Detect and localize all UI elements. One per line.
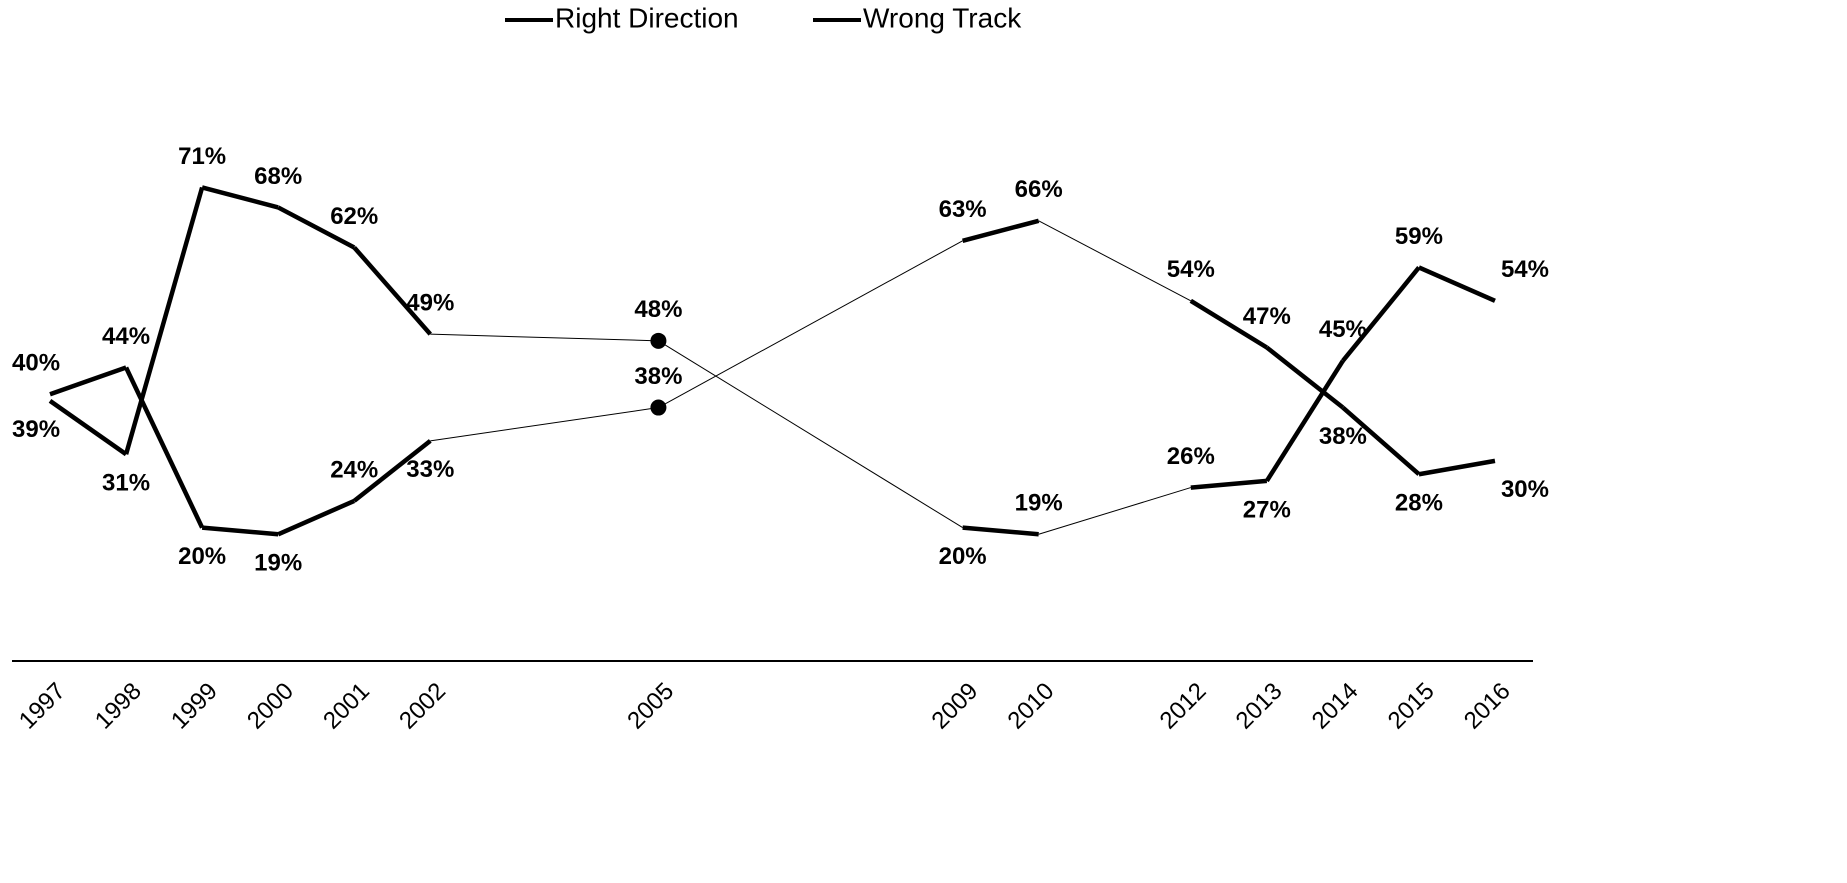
line-segment: [49, 365, 127, 397]
line-segment: [1265, 345, 1345, 410]
data-label: 40%: [12, 350, 60, 377]
data-label: 71%: [178, 143, 226, 170]
x-tick-label: 2001: [318, 678, 375, 735]
data-label: 31%: [102, 470, 150, 497]
data-label: 33%: [406, 456, 454, 483]
data-label: 59%: [1395, 223, 1443, 250]
data-label: 20%: [178, 543, 226, 570]
data-label: 54%: [1167, 256, 1215, 283]
data-label: 47%: [1243, 303, 1291, 330]
line-segment: [1264, 359, 1345, 483]
line-segment: [123, 186, 205, 455]
line-segment: [430, 407, 659, 442]
data-label: 19%: [1015, 490, 1063, 517]
line-segment: [658, 240, 963, 408]
line-segment: [1190, 478, 1268, 490]
data-label: 48%: [634, 296, 682, 323]
line-segment: [962, 218, 1040, 243]
point: [650, 332, 667, 349]
data-label: 38%: [1319, 423, 1367, 450]
legend-label: Wrong Track: [863, 2, 1022, 33]
x-tick-label: 2013: [1231, 678, 1288, 735]
data-label: 27%: [1243, 496, 1291, 523]
data-label: 68%: [254, 163, 302, 190]
x-tick-label: 1999: [166, 678, 223, 735]
x-tick-label: 2016: [1459, 678, 1516, 735]
x-tick-label: 1997: [14, 678, 71, 735]
x-tick-label: 2002: [394, 678, 451, 735]
data-label: 63%: [939, 196, 987, 223]
point: [650, 399, 667, 416]
x-tick-label: 2005: [622, 678, 679, 735]
line-segment: [1341, 266, 1421, 363]
line-segment: [352, 439, 432, 503]
data-label: 44%: [102, 323, 150, 350]
line-segment: [430, 333, 659, 342]
line-segment: [1038, 487, 1191, 535]
data-label: 54%: [1501, 256, 1549, 283]
line-segment: [1189, 298, 1268, 350]
data-label: 45%: [1319, 316, 1367, 343]
data-label: 66%: [1015, 176, 1063, 203]
data-label: 62%: [330, 203, 378, 230]
x-tick-label: 2015: [1383, 678, 1440, 735]
x-tick-label: 2009: [927, 678, 984, 735]
x-tick-label: 2014: [1307, 678, 1364, 735]
x-tick-label: 1998: [90, 678, 147, 735]
data-label: 28%: [1395, 490, 1443, 517]
line-segment: [277, 498, 356, 537]
line-segment: [1341, 405, 1421, 476]
data-label: 20%: [939, 543, 987, 570]
line-segment: [124, 366, 205, 529]
line-segment: [277, 205, 356, 250]
line-segment: [1418, 458, 1496, 477]
data-label: 26%: [1167, 443, 1215, 470]
data-label: 30%: [1501, 476, 1549, 503]
data-label: 24%: [330, 456, 378, 483]
data-label: 39%: [12, 416, 60, 443]
line-segment: [201, 185, 279, 210]
x-tick-label: 2010: [1003, 678, 1060, 735]
x-tick-label: 2012: [1155, 678, 1212, 735]
line-segment: [962, 525, 1039, 537]
data-label: 49%: [406, 290, 454, 317]
x-tick-label: 2000: [242, 678, 299, 735]
legend-label: Right Direction: [555, 2, 739, 33]
line-segment: [1038, 220, 1192, 302]
data-label: 38%: [634, 363, 682, 390]
line-segment: [48, 399, 128, 457]
line-segment: [201, 525, 279, 537]
line-segment: [1418, 265, 1496, 303]
data-label: 19%: [254, 550, 302, 577]
line-segment: [658, 340, 963, 529]
line-segment: [352, 245, 432, 336]
